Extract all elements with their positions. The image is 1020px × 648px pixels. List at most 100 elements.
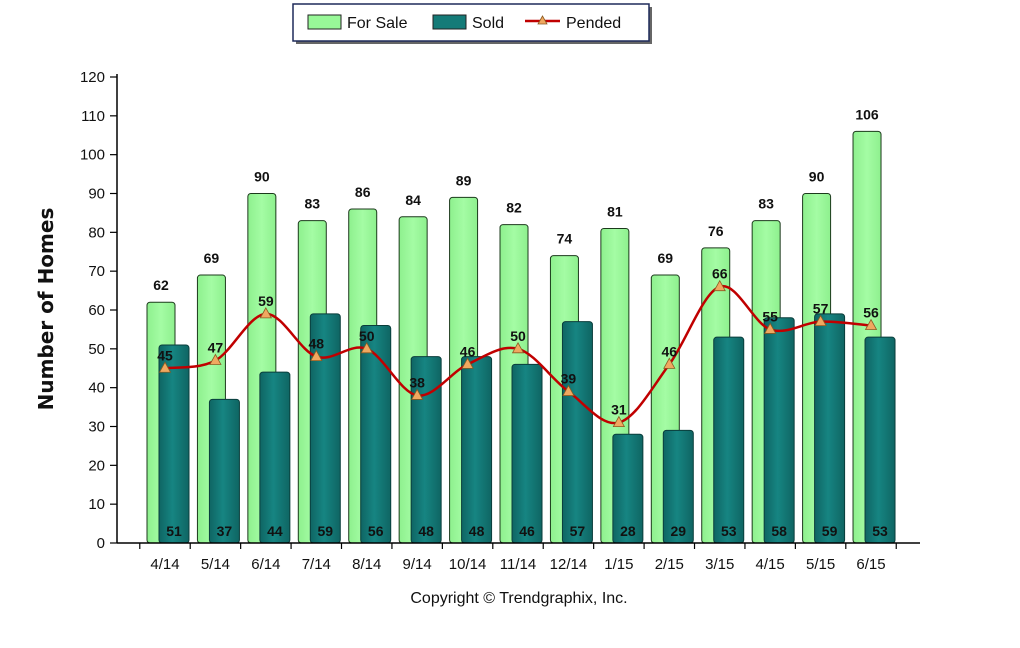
sold-value-label: 57: [570, 523, 586, 539]
y-axis: 0 10 20 30 40 50 60 70 80 90 100 110 120: [80, 69, 118, 552]
sold-value-label: 37: [217, 523, 233, 539]
pended-marker: [158, 361, 172, 373]
for-sale-value-label: 84: [405, 192, 421, 208]
for-sale-value-label: 62: [153, 277, 169, 293]
pended-value-label: 66: [712, 266, 728, 282]
pended-marker: [360, 342, 373, 354]
x-tick-label: 10/14: [449, 556, 487, 573]
for-sale-value-label: 74: [557, 231, 573, 247]
y-tick-label: 110: [81, 108, 105, 125]
sold-bar: [713, 336, 745, 544]
sold-bar: [158, 344, 190, 544]
y-tick-label: 50: [88, 341, 105, 358]
legend-marker-pended: [537, 15, 548, 25]
pended-value-label: 38: [409, 374, 425, 390]
pended-marker: [763, 322, 777, 334]
pended-marker: [814, 314, 827, 327]
copyright-text: Copyright © Trendgraphix, Inc.: [410, 590, 627, 607]
pended-marker: [663, 357, 676, 369]
for-sale-value-label: 83: [758, 196, 774, 212]
y-tick-label: 100: [80, 147, 105, 164]
pended-value-label: 47: [208, 339, 224, 355]
sold-bars: [158, 313, 896, 544]
sold-bar: [814, 313, 846, 544]
for-sale-value-label: 83: [305, 196, 321, 212]
pended-value-label: 50: [359, 328, 375, 344]
x-tick-label: 7/14: [302, 556, 331, 573]
sold-bar: [864, 336, 896, 544]
sold-bar: [259, 371, 291, 544]
y-tick-label: 20: [88, 457, 105, 474]
x-tick-label: 11/14: [500, 556, 536, 573]
sold-bar: [360, 325, 392, 544]
x-tick-label: 9/14: [403, 556, 432, 573]
pended-marker: [259, 307, 273, 319]
sold-value-label: 58: [771, 523, 787, 539]
x-tick-label: 8/14: [352, 556, 381, 573]
for-sale-value-label: 76: [708, 223, 724, 239]
sold-value-label: 28: [620, 523, 636, 539]
y-tick-label: 40: [88, 380, 105, 397]
for-sale-value-label: 82: [506, 200, 522, 216]
y-tick-label: 90: [88, 186, 105, 203]
sold-value-label: 59: [318, 523, 334, 539]
y-tick-label: 80: [88, 224, 105, 241]
pended-value-label: 50: [510, 328, 526, 344]
pended-marker: [511, 342, 525, 354]
pended-value-label: 46: [662, 343, 678, 359]
pended-marker: [410, 388, 424, 400]
sold-value-label: 53: [721, 523, 737, 539]
for-sale-value-label: 90: [809, 169, 825, 185]
sold-value-label: 59: [822, 523, 838, 539]
sold-value-label: 29: [671, 523, 687, 539]
pended-marker: [864, 318, 878, 330]
legend-swatch-for-sale: [307, 14, 342, 30]
legend-swatch-sold: [432, 14, 467, 30]
pended-marker: [562, 384, 575, 396]
sold-bar: [763, 317, 795, 544]
data-labels: 62 51 69 37 90 44 83 59 86 56 84 48 89 48 82 46 74 57 81 28…: [153, 106, 888, 539]
x-tick-label: 6/14: [251, 556, 280, 573]
y-tick-label: 70: [88, 263, 105, 280]
x-tick-label: 6/15: [856, 556, 885, 573]
pended-value-label: 59: [258, 293, 274, 309]
sold-value-label: 46: [519, 523, 535, 539]
sold-value-label: 56: [368, 523, 384, 539]
pended-value-label: 39: [561, 371, 577, 387]
for-sale-value-label: 69: [658, 250, 674, 266]
pended-value-label: 57: [813, 301, 829, 317]
sold-value-label: 44: [267, 523, 283, 539]
pended-marker: [713, 279, 726, 292]
sold-bar: [461, 356, 493, 544]
sold-bar: [208, 398, 240, 544]
sold-value-label: 53: [872, 523, 888, 539]
x-tick-label: 5/14: [201, 556, 230, 573]
for-sale-value-label: 106: [855, 106, 879, 122]
for-sale-value-label: 90: [254, 169, 270, 185]
legend-label-for-sale: For Sale: [347, 15, 408, 32]
x-tick-label: 1/15: [604, 556, 633, 573]
legend-label-pended: Pended: [566, 15, 621, 32]
for-sale-value-label: 81: [607, 203, 623, 219]
pended-value-label: 31: [611, 402, 627, 418]
pended-marker: [209, 353, 222, 365]
for-sale-value-label: 69: [204, 250, 220, 266]
for-sale-value-label: 86: [355, 184, 371, 200]
x-tick-label: 4/15: [756, 556, 785, 573]
for-sale-value-label: 89: [456, 172, 472, 188]
y-axis-title: Number of Homes: [34, 208, 58, 411]
pended-value-label: 56: [863, 305, 879, 321]
x-tick-label: 12/14: [550, 556, 588, 573]
sold-value-label: 51: [166, 523, 182, 539]
pended-value-label: 48: [309, 336, 325, 352]
pended-marker: [461, 357, 474, 369]
sold-value-label: 48: [418, 523, 434, 539]
pended-value-label: 55: [762, 308, 778, 324]
x-axis: 4/14 5/14 6/14 7/14 8/14 9/14 10/14 11/14 12/14 1…: [117, 542, 920, 573]
y-tick-label: 30: [88, 419, 105, 436]
x-tick-label: 5/15: [806, 556, 835, 573]
y-tick-label: 10: [88, 496, 105, 513]
sold-bar: [511, 363, 543, 544]
legend-label-sold: Sold: [472, 15, 504, 32]
